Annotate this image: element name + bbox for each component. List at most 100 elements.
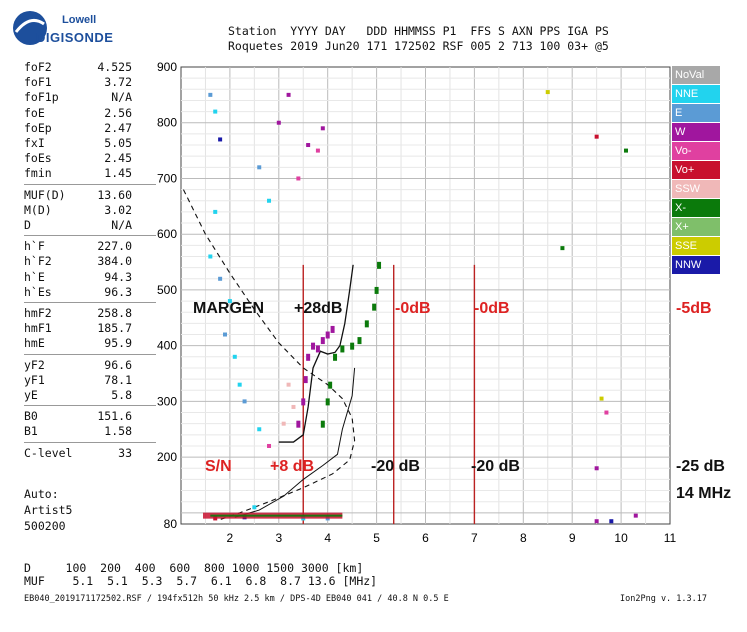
y-tick-label: 80	[164, 517, 178, 531]
polarization-legend: NoVal NNE E W Vo- Vo+ SSW X- X+ SSE NNW	[672, 66, 720, 275]
series-point	[320, 420, 325, 428]
param-value: 96.6	[104, 357, 132, 372]
param-separator	[24, 302, 156, 303]
echo-point	[218, 137, 223, 142]
echo-point	[218, 276, 223, 281]
x-tick-label: 6	[422, 531, 429, 545]
param-value: 1.58	[104, 424, 132, 439]
param-value: 151.6	[97, 409, 132, 424]
param-name: MUF(D)	[24, 187, 66, 202]
annotation-plus8db: +8 dB	[270, 458, 314, 475]
echo-point	[296, 176, 301, 181]
auto-code: 500200	[24, 519, 66, 533]
echo-point	[633, 513, 638, 518]
echo-point	[560, 246, 565, 251]
legend-item: E	[672, 104, 720, 122]
series-point	[296, 420, 301, 428]
series-point	[357, 337, 362, 345]
param-value: 3.72	[104, 75, 132, 90]
param-row: fxI 5.05	[24, 136, 132, 151]
annotation-minus20db-a: -20 dB	[371, 458, 420, 475]
param-value: 13.60	[97, 187, 132, 202]
param-value: 227.0	[97, 239, 132, 254]
series-point	[325, 398, 330, 406]
annotation-minus0db-b: -0dB	[474, 300, 510, 317]
param-row: fmin 1.45	[24, 166, 132, 181]
true-height-profile-curve	[234, 367, 356, 518]
param-row: hmF1 185.7	[24, 321, 132, 336]
muf-table: D 100 200 400 600 800 1000 1500 3000 [km…	[24, 562, 377, 588]
echo-point	[604, 410, 609, 415]
param-value: 2.56	[104, 105, 132, 120]
param-name: B1	[24, 424, 38, 439]
annotation-14mhz: 14 MHz	[676, 485, 731, 502]
param-row: h`F 227.0	[24, 239, 132, 254]
series-point	[311, 342, 316, 350]
echo-point	[594, 466, 599, 471]
y-tick-label: 600	[157, 227, 177, 241]
param-value: 33	[118, 445, 132, 460]
series-point	[328, 381, 333, 389]
param-value: 78.1	[104, 372, 132, 387]
param-row: C-level 33	[24, 446, 132, 461]
param-value: N/A	[111, 90, 132, 105]
legend-item: Vo-	[672, 142, 720, 160]
param-name: h`E	[24, 269, 45, 284]
param-row: foEs 2.45	[24, 151, 132, 166]
param-name: foF1p	[24, 90, 59, 105]
param-value: 384.0	[97, 254, 132, 269]
annotation-minus5db: -5dB	[676, 300, 712, 317]
echo-point	[208, 92, 213, 97]
series-point	[325, 331, 330, 339]
echo-point	[623, 148, 628, 153]
param-name: h`F2	[24, 254, 52, 269]
echo-point	[276, 120, 281, 125]
series-point	[315, 345, 320, 353]
param-row: yF2 96.6	[24, 358, 132, 373]
param-value: 185.7	[97, 321, 132, 336]
param-row: h`Es 96.3	[24, 285, 132, 300]
legend-item: SSE	[672, 237, 720, 255]
param-separator	[24, 405, 156, 407]
param-name: foE	[24, 105, 45, 120]
annotation-minus0db-a: -0dB	[395, 300, 431, 317]
param-name: foEp	[24, 120, 52, 135]
param-value: 95.9	[104, 336, 132, 351]
series-point	[301, 398, 306, 406]
series-point	[364, 320, 369, 328]
param-name: foF1	[24, 75, 52, 90]
param-value: 2.47	[104, 120, 132, 135]
param-name: h`Es	[24, 284, 52, 299]
annotation-minus25db: -25 dB	[676, 458, 725, 475]
param-separator	[24, 441, 156, 443]
echo-point	[281, 421, 286, 426]
param-name: fxI	[24, 136, 45, 150]
param-name: D	[24, 218, 31, 232]
param-value: 3.02	[104, 202, 132, 217]
x-tick-label: 3	[275, 531, 282, 545]
series-line	[278, 264, 354, 443]
series-point	[320, 337, 325, 345]
echo-point	[306, 143, 311, 148]
param-name: foEs	[24, 151, 52, 166]
logo-line1: Lowell	[62, 14, 97, 26]
echo-point	[208, 254, 213, 259]
param-name: B0	[24, 409, 38, 424]
echo-point	[257, 427, 262, 432]
series-point	[330, 325, 335, 333]
echo-point	[609, 519, 614, 524]
param-row: h`F2 384.0	[24, 254, 132, 269]
x-tick-label: 8	[520, 531, 527, 545]
station-header: Station YYYY DAY DDD HHMMSS P1 FFS S AXN…	[228, 24, 609, 54]
legend-item: X+	[672, 218, 720, 236]
param-name: yF2	[24, 357, 45, 372]
param-name: yE	[24, 388, 38, 402]
series-point	[374, 286, 379, 294]
param-row: hmF2 258.8	[24, 306, 132, 321]
muf-reference-curve	[182, 189, 356, 521]
y-tick-label: 700	[157, 171, 177, 185]
param-row: foF1 3.72	[24, 75, 132, 90]
param-value: 94.3	[104, 269, 132, 284]
series-point	[340, 345, 345, 353]
